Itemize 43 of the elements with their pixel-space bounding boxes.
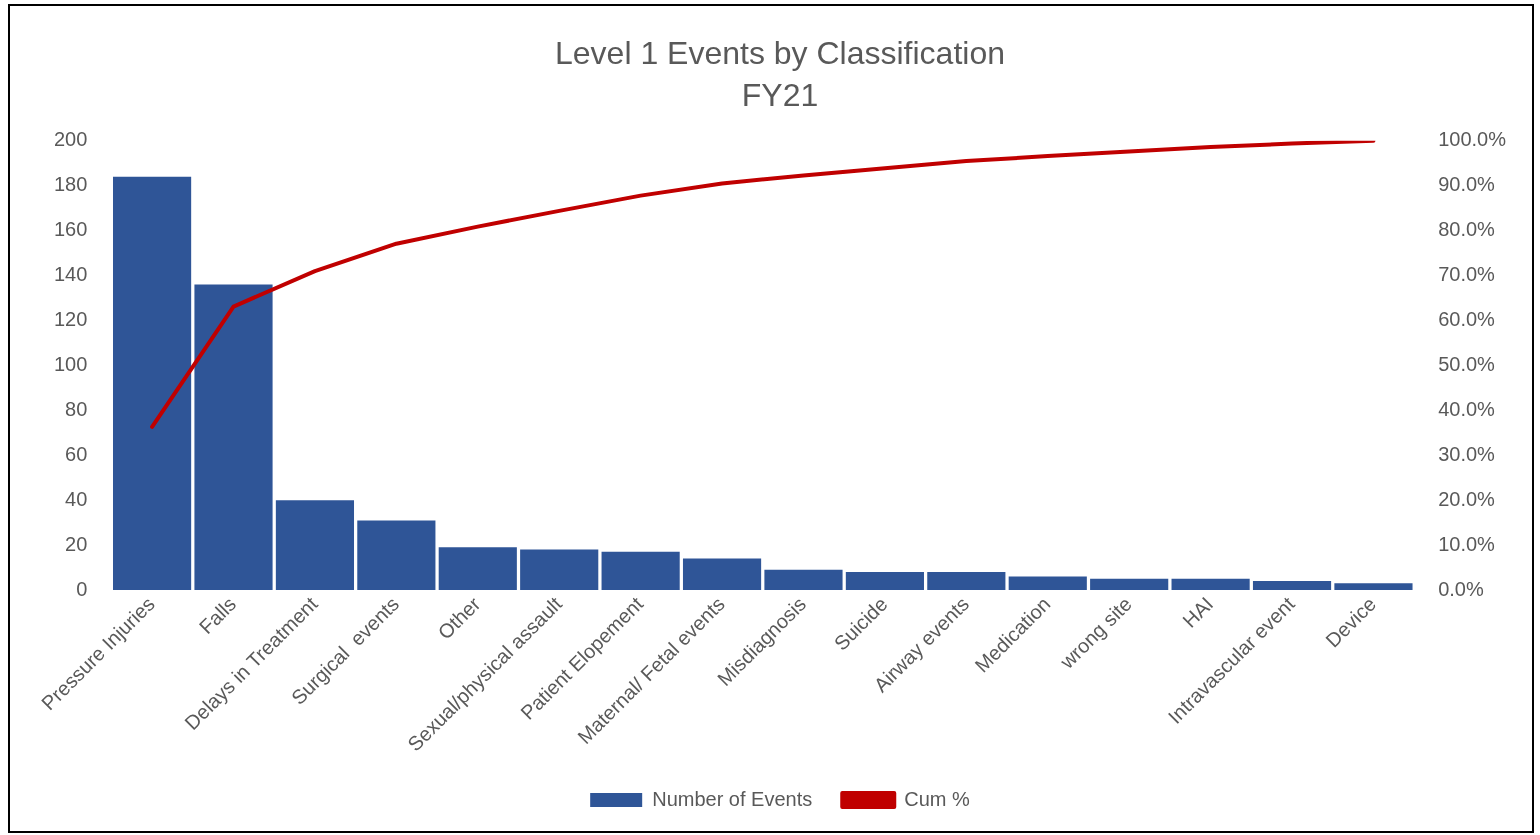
y-tick-label: 20 [65,532,88,555]
y-tick-label: 40 [65,487,88,510]
bar [357,520,436,591]
y2-tick-label: 0.0% [1438,577,1484,600]
bar [1334,583,1413,591]
bar [1252,581,1332,591]
y-tick-label: 100 [53,352,88,375]
bar [113,176,192,591]
bar [1008,576,1087,591]
y-tick-label: 0 [76,577,88,600]
bar [275,500,355,591]
y-tick-label: 160 [53,218,88,241]
y2-tick-label: 100.0% [1438,128,1507,151]
x-tick-label: HAI [1178,592,1218,632]
bar [520,549,599,591]
bar [845,572,924,591]
y2-tick-label: 60.0% [1438,308,1496,331]
chart-subtitle: FY21 [741,77,819,114]
y-tick-label: 140 [53,263,88,286]
bar [601,551,680,591]
y-tick-label: 60 [65,442,88,465]
y2-tick-label: 30.0% [1438,442,1496,465]
legend-label: Cum % [904,787,971,810]
y2-tick-label: 50.0% [1438,352,1496,375]
y2-tick-label: 80.0% [1438,218,1496,241]
y2-tick-label: 40.0% [1438,397,1496,420]
bar [927,572,1006,591]
legend-label: Number of Events [652,787,813,810]
chart-title: Level 1 Events by Classification [555,35,1005,72]
bar [194,284,273,591]
bar [438,547,517,591]
bar [764,569,843,591]
y-tick-label: 180 [53,173,88,196]
bar [1171,578,1250,591]
y-tick-label: 200 [53,128,88,151]
y2-tick-label: 90.0% [1438,173,1496,196]
y2-tick-label: 20.0% [1438,487,1496,510]
bar [682,558,762,591]
y-tick-label: 80 [65,397,88,420]
bar [1090,578,1169,591]
y2-tick-label: 10.0% [1438,532,1496,555]
y-tick-label: 120 [53,308,88,331]
y2-tick-label: 70.0% [1438,263,1496,286]
